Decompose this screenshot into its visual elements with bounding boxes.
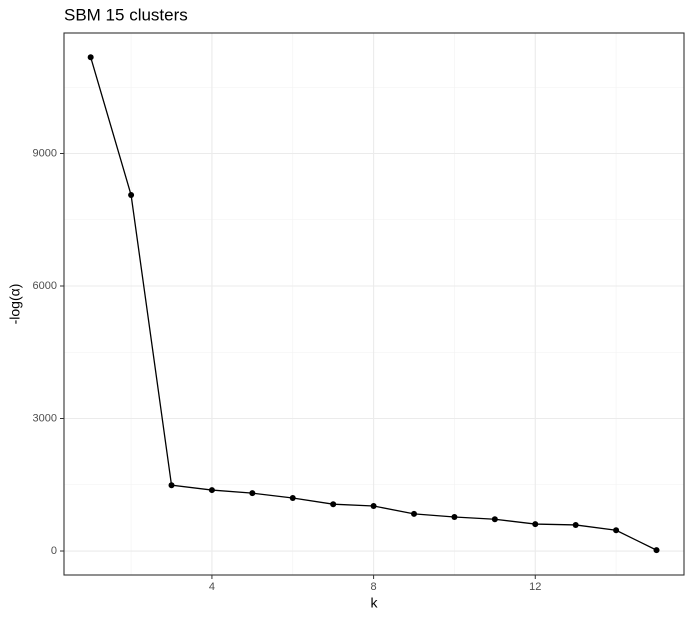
y-tick-label: 0 [51,545,57,557]
x-tick-label: 4 [209,581,215,593]
point [289,495,296,502]
y-tick-label: 3000 [33,412,57,424]
point [532,521,539,528]
y-tick-label: 6000 [33,280,57,292]
point [249,490,256,497]
point [411,510,418,517]
point [451,514,458,521]
x-tick-label: 8 [371,581,377,593]
panel-border [63,32,685,576]
point [370,502,377,509]
x-axis-label: k [371,595,379,611]
y-tick-label: 9000 [33,147,57,159]
point [572,521,579,528]
y-axis-label: -log(α) [7,284,23,325]
point [330,501,337,508]
x-tick-label: 12 [529,581,541,593]
point [87,54,94,61]
point [653,547,660,554]
point [491,516,498,523]
point [168,482,175,489]
chart-title: SBM 15 clusters [64,5,188,24]
point [208,487,215,494]
point [613,527,620,534]
point [128,192,135,199]
